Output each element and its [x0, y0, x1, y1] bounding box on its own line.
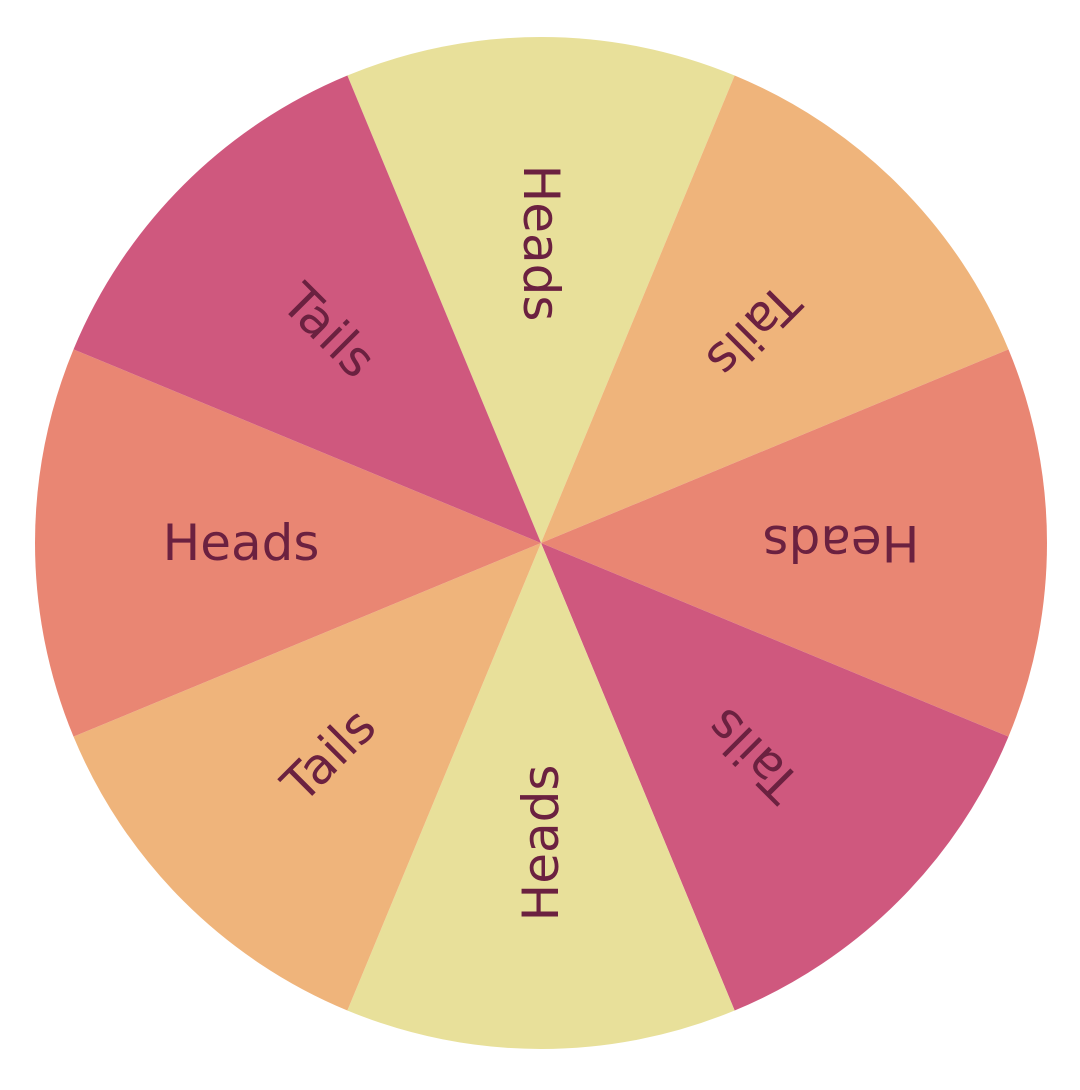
wheel-segment-2 — [541, 75, 1009, 544]
wheel-segment-6 — [73, 543, 542, 1011]
wheel-segment-7 — [35, 349, 541, 737]
wheel-segment-8 — [73, 75, 542, 544]
wheel-segment-label-7: Heads — [163, 514, 320, 572]
wheel-segment-label-3: Heads — [763, 514, 920, 572]
wheel-segment-1 — [347, 37, 735, 544]
wheel-segment-label-1: Heads — [512, 165, 570, 322]
wheel-segment-3 — [541, 349, 1047, 737]
wheel-segment-4 — [541, 543, 1009, 1011]
wheel-segment-label-5: Heads — [512, 765, 570, 922]
wheel-segment-5 — [347, 543, 735, 1049]
